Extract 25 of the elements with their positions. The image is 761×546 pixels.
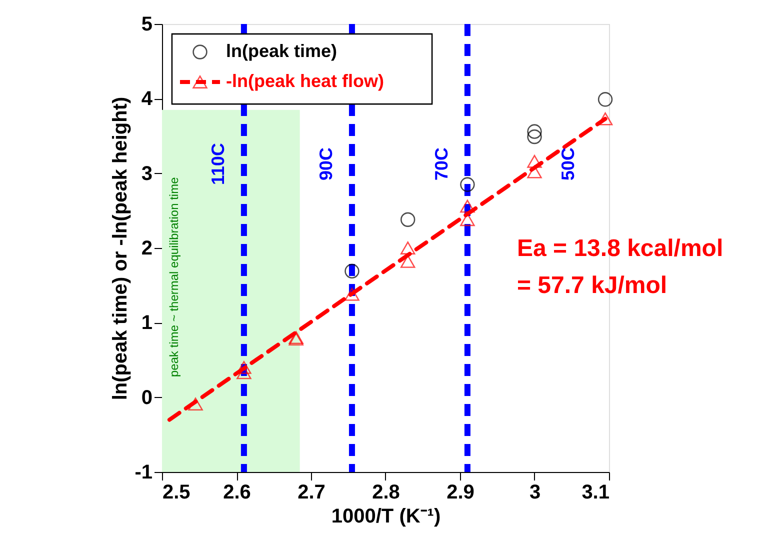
x-tick-label: 2.8	[372, 482, 400, 504]
x-tick-label: 2.7	[298, 482, 326, 504]
y-tick-label: 5	[141, 14, 152, 36]
ref-line-label: 110C	[208, 142, 228, 186]
y-tick-label: 1	[141, 312, 152, 334]
ref-line-label: 70C	[431, 147, 452, 181]
y-tick-label: 3	[141, 162, 152, 185]
annotation: = 57.7 kJ/mol	[517, 272, 668, 299]
x-tick-label: 2.6	[223, 482, 251, 504]
legend-label: -ln(peak heat flow)	[226, 71, 384, 91]
x-tick-label: 3.1	[582, 482, 610, 504]
x-tick-label: 2.5	[162, 482, 190, 504]
ref-line-label: 90C	[316, 147, 336, 181]
annotation: Ea = 13.8 kcal/mol	[517, 235, 724, 262]
y-tick-label: -1	[134, 462, 152, 484]
band-label: peak time ~ thermal equilibration time	[167, 176, 181, 377]
legend-label: ln(peak time)	[226, 41, 338, 61]
x-axis-title: 1000/T (K⁻¹)	[331, 506, 441, 528]
y-tick-label: 4	[141, 88, 154, 110]
x-tick-label: 3	[529, 482, 541, 504]
x-tick-label: 2.9	[446, 482, 474, 504]
y-tick-label: 0	[141, 386, 152, 409]
y-axis-title: ln(peak time) or -ln(peak height)	[110, 96, 132, 400]
y-tick-label: 2	[141, 238, 152, 260]
annotation: 50C	[558, 147, 578, 181]
